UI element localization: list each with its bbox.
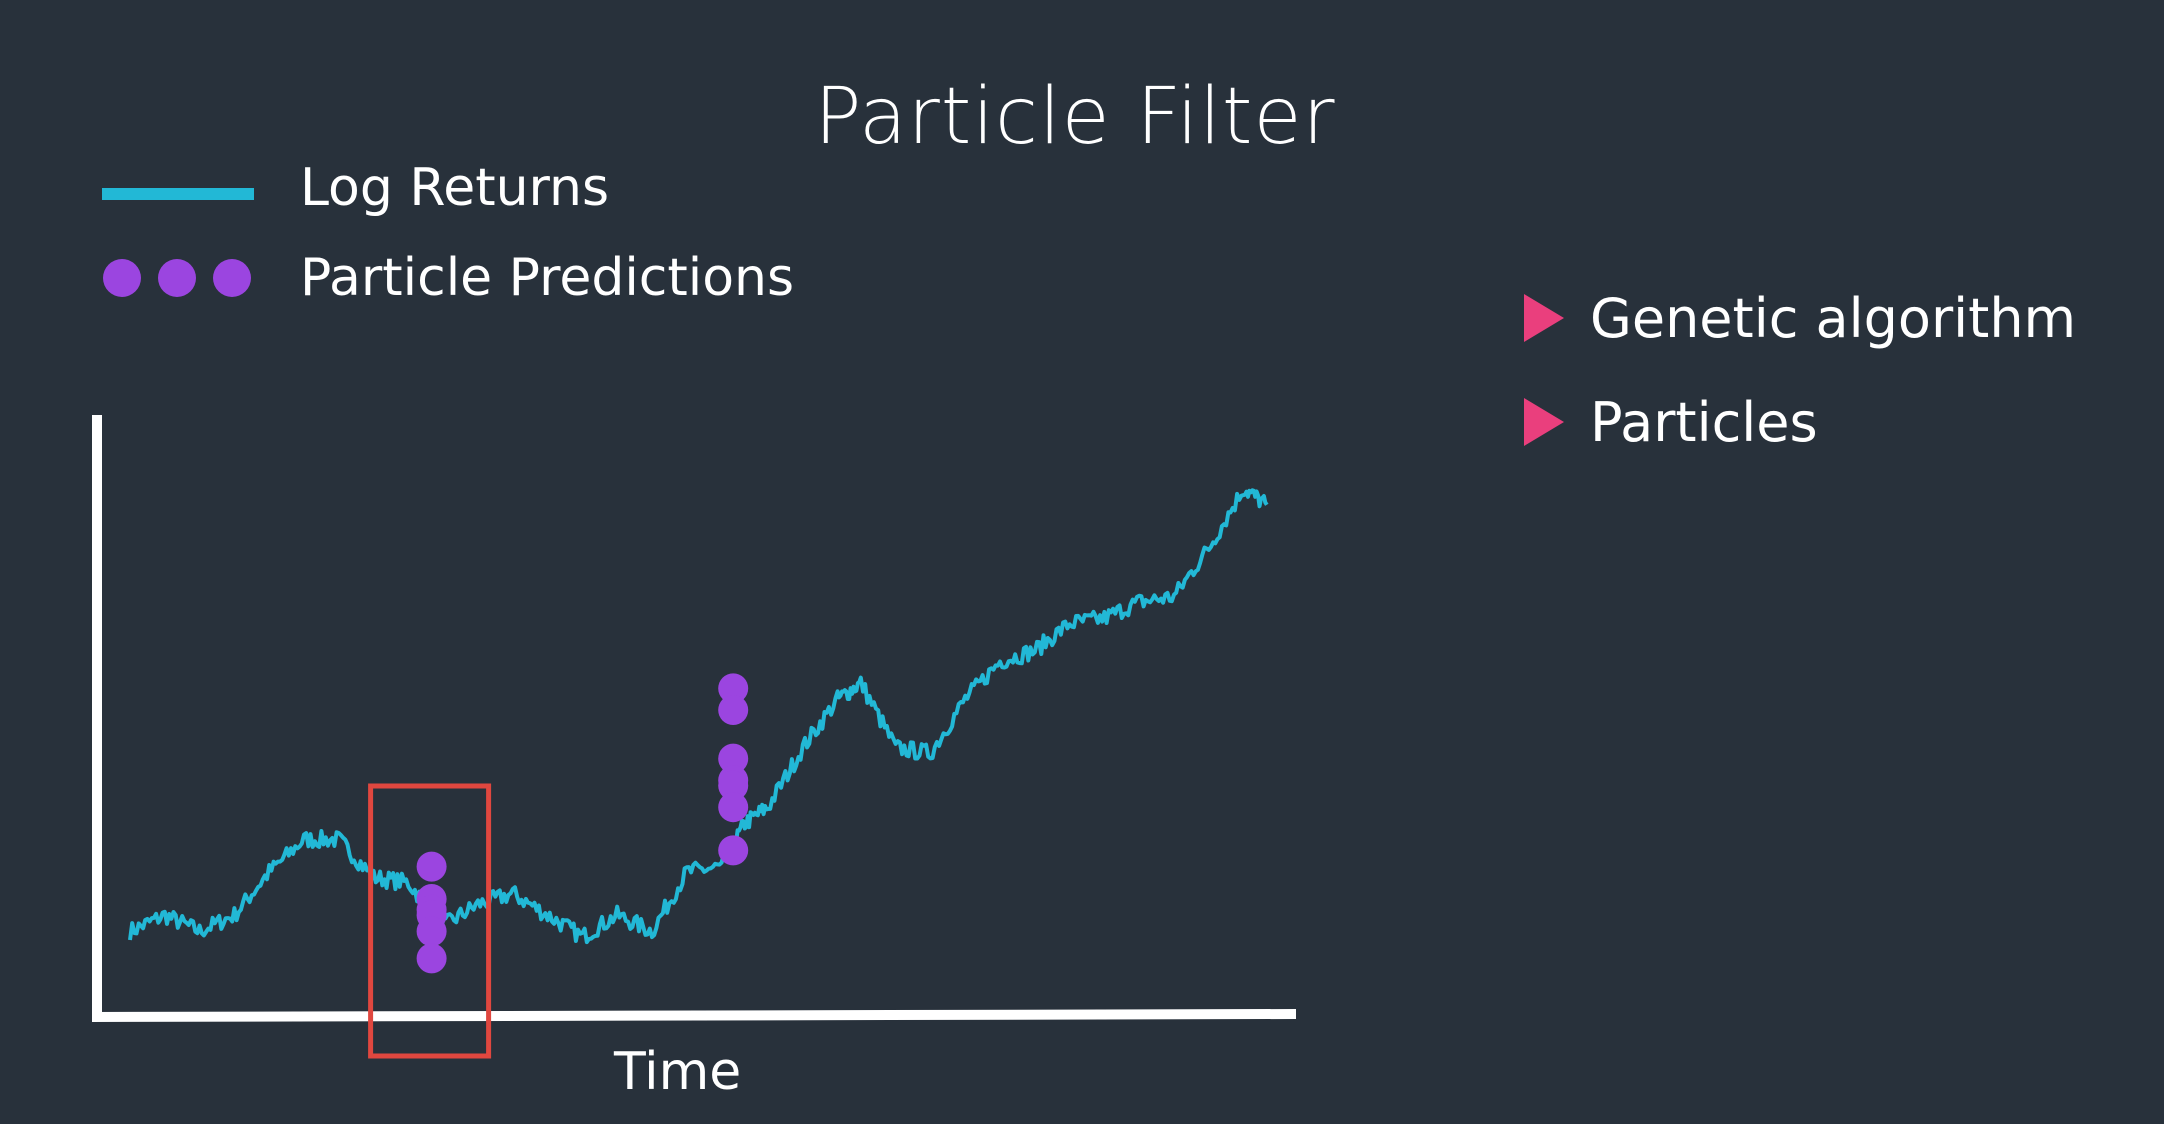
legend-dot: [158, 259, 196, 297]
particle-point: [718, 695, 749, 725]
particle-point: [718, 743, 749, 774]
bullet-text: Particles: [1590, 390, 1818, 454]
bullet-text: Genetic algorithm: [1590, 286, 2077, 350]
x-axis-label: Time: [614, 1042, 742, 1102]
triangle-right-icon: [1524, 294, 1564, 342]
particle-point: [718, 835, 749, 866]
slide-title: Particle Filter: [814, 72, 1336, 162]
log-returns-series-line: [128, 488, 1269, 945]
series-layer: [128, 488, 1269, 945]
bullet-item-particles: Particles: [1524, 390, 1818, 454]
particle-point: [718, 673, 749, 704]
legend-dot: [103, 259, 141, 297]
triangle-right-icon: [1524, 398, 1564, 446]
bullet-item-genetic-algorithm: Genetic algorithm: [1524, 286, 2076, 350]
particle-layer: [416, 673, 749, 974]
particle-point: [416, 943, 447, 974]
legend-particle-predictions-label: Particle Predictions: [300, 248, 795, 308]
highlight-box: [368, 783, 492, 1059]
x-axis: [91, 1009, 1297, 1022]
particle-point: [718, 792, 749, 823]
particle-point: [416, 851, 447, 882]
legend-dots-swatch: [103, 259, 251, 297]
legend-log-returns-label: Log Returns: [300, 158, 610, 218]
particle-point: [718, 770, 749, 801]
legend-dot: [213, 259, 251, 297]
particle-point: [416, 916, 447, 947]
